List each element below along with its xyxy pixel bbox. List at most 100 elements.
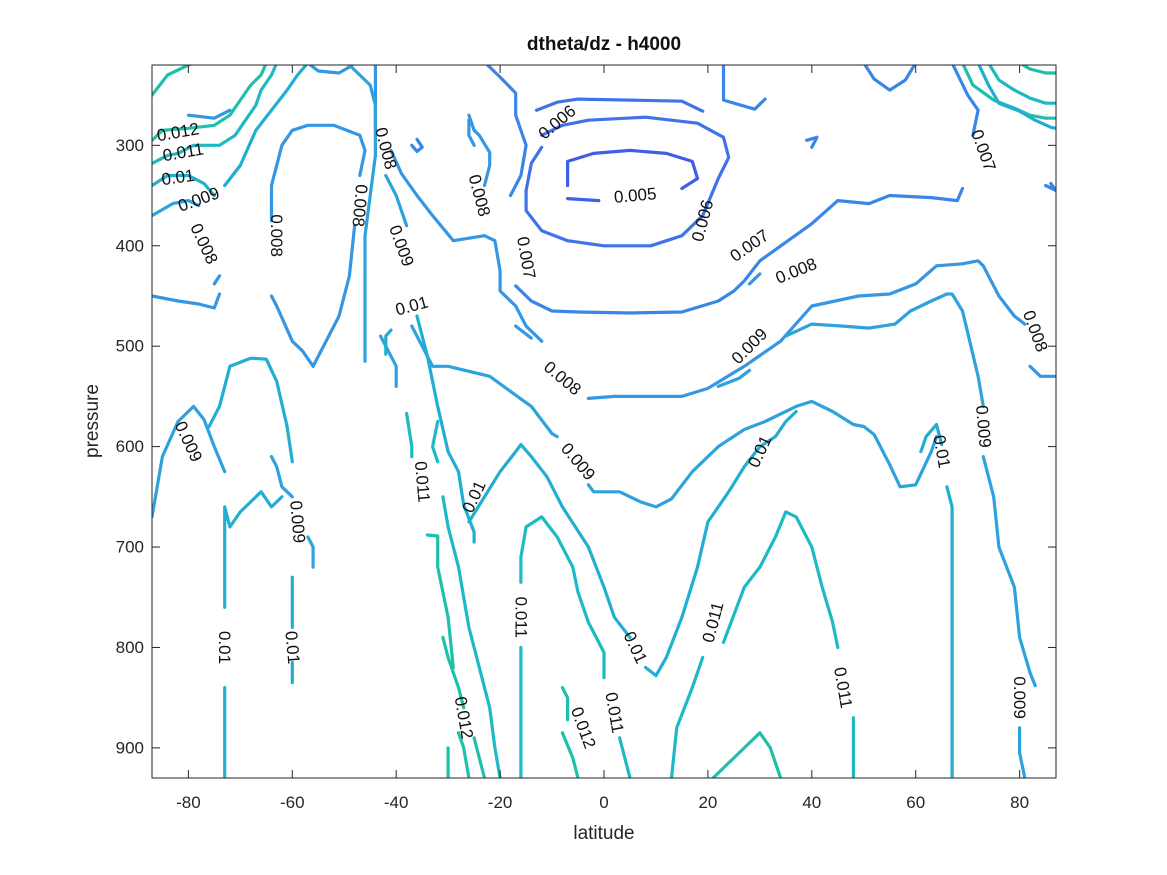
contour-line <box>716 368 752 388</box>
contour-label: 0.01 <box>620 628 651 666</box>
contour-line <box>1043 181 1056 193</box>
contour-line <box>485 65 528 198</box>
contour-line <box>384 328 393 356</box>
contour-line <box>467 443 632 640</box>
contour-label: 0.007 <box>967 127 999 173</box>
contour-line <box>467 113 492 188</box>
contour-line <box>1017 726 1027 778</box>
contour-label: 0.011 <box>411 460 434 503</box>
contour-line <box>269 455 294 499</box>
contour-line <box>784 292 985 408</box>
contour-line <box>152 65 278 165</box>
contour-line <box>152 65 268 142</box>
contour-line <box>152 173 216 198</box>
contour-line <box>152 404 227 519</box>
contour-line <box>804 135 819 149</box>
contour-line <box>534 97 705 113</box>
y-tick-label: 900 <box>116 738 144 757</box>
contour-line <box>747 272 762 286</box>
contour-line <box>951 65 980 137</box>
contour-label: 0.01 <box>215 631 234 664</box>
contour-label: 0.01 <box>929 434 953 470</box>
contour-line <box>680 259 1027 398</box>
x-tick-label: -20 <box>488 793 513 812</box>
contour-lines <box>152 65 1056 778</box>
contour-label: 0.011 <box>601 691 627 735</box>
contour-label: 0.011 <box>830 666 856 710</box>
contour-label: 0.009 <box>286 500 309 544</box>
x-axis-label: latitude <box>573 823 634 844</box>
plot-area <box>151 64 1057 779</box>
contour-label: 0.009 <box>1010 676 1029 719</box>
contour-label: 0.008 <box>465 172 494 218</box>
contour-line <box>794 399 939 489</box>
contour-label: 0.01 <box>160 166 195 189</box>
contour-line <box>389 148 544 343</box>
contour-label: 0.008 <box>348 184 371 228</box>
y-tick-label: 700 <box>116 538 144 557</box>
contour-line <box>306 535 315 569</box>
contour-line <box>987 65 1056 105</box>
y-tick-label: 300 <box>116 136 144 155</box>
x-tick-label: -80 <box>176 793 201 812</box>
contour-line <box>152 65 193 97</box>
contour-line <box>560 731 580 778</box>
contour-label: 0.008 <box>267 214 286 257</box>
contour-line <box>514 186 965 315</box>
contour-line <box>152 292 222 310</box>
contour-line <box>669 655 705 778</box>
y-axis: 300 400 500 600 700 800 900 <box>116 136 1056 757</box>
contour-label: 0.009 <box>176 183 222 215</box>
contour-line <box>269 123 367 223</box>
x-tick-label: 60 <box>906 793 925 812</box>
contour-label: 0.009 <box>385 223 417 269</box>
x-tick-label: -60 <box>280 793 305 812</box>
contour-line <box>519 515 606 680</box>
contour-label: 0.008 <box>1019 308 1051 354</box>
contour-label: 0.011 <box>511 597 530 638</box>
contour-label: 0.012 <box>451 695 477 740</box>
contour-label: 0.006 <box>688 198 717 244</box>
y-tick-label: 500 <box>116 337 144 356</box>
contour-line <box>758 409 798 449</box>
contour-line <box>586 404 798 509</box>
contour-label: 0.01 <box>393 293 430 320</box>
contour-line <box>643 665 658 678</box>
contour-line <box>456 731 471 778</box>
y-tick-label: 400 <box>116 236 144 255</box>
x-tick-label: -40 <box>384 793 409 812</box>
contour-line <box>223 490 284 609</box>
contour-line <box>431 419 440 464</box>
contour-line <box>654 445 762 678</box>
contour-line <box>711 731 783 778</box>
contour-line <box>415 314 476 544</box>
y-tick-label: 600 <box>116 437 144 456</box>
contour-line <box>863 65 917 92</box>
x-tick-label: 20 <box>698 793 717 812</box>
contour-label: 0.008 <box>773 254 820 288</box>
contour-line <box>586 394 684 400</box>
contour-label: 0.007 <box>727 226 773 266</box>
chart-title: dtheta/dz - h4000 <box>527 34 681 55</box>
x-tick-label: 40 <box>802 793 821 812</box>
contour-line <box>524 115 731 248</box>
contour-line <box>441 635 466 710</box>
contour-line <box>379 334 398 388</box>
contour-line <box>269 294 315 368</box>
contour-line <box>981 455 1037 688</box>
contour-line <box>560 685 570 722</box>
contour-label: 0.012 <box>567 705 599 751</box>
contour-line <box>425 533 455 670</box>
contour-line <box>514 324 533 340</box>
contour-line <box>152 199 201 218</box>
contour-line <box>207 356 294 464</box>
x-tick-label: 0 <box>599 793 608 812</box>
contour-line <box>721 65 767 111</box>
x-axis: -80 -60 -40 -20 0 20 40 60 80 <box>176 65 1029 812</box>
contour-line <box>405 411 414 459</box>
y-axis-label: pressure <box>82 384 103 458</box>
contour-line <box>977 65 1056 130</box>
contour-line <box>223 65 309 188</box>
contour-line <box>919 422 944 454</box>
contour-line <box>467 118 476 147</box>
